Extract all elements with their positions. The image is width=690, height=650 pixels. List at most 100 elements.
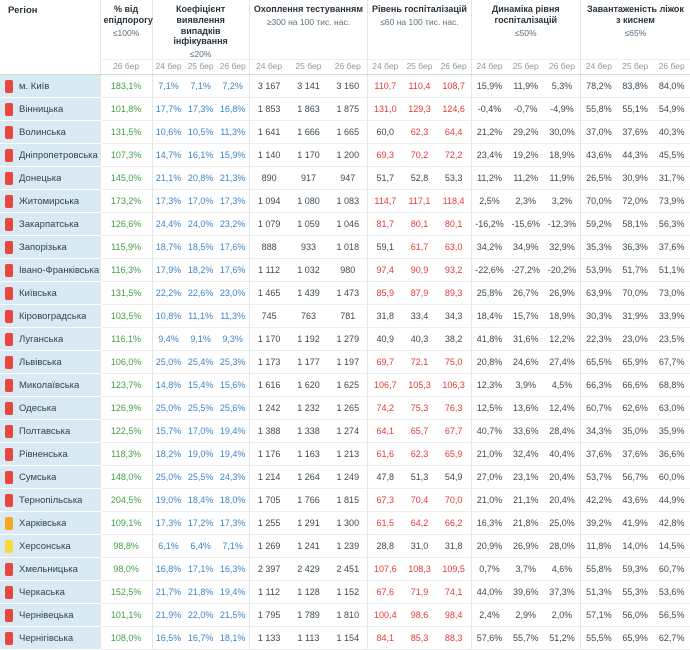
region-cell[interactable]: Київська <box>0 281 101 306</box>
hospitalization-dynamics-value: 23,4% <box>470 143 508 168</box>
hospitalization-value: 51,7 <box>367 166 403 191</box>
region-cell[interactable]: Дніпропетровська <box>0 143 101 168</box>
region-cell[interactable]: Львівська <box>0 350 101 375</box>
region-name: Дніпропетровська <box>19 149 98 161</box>
region-name: Волинська <box>19 126 66 138</box>
epid-value: 118,3% <box>99 442 153 467</box>
testing-value: 1 128 <box>288 580 329 605</box>
alert-level-indicator <box>5 79 13 93</box>
detection-value: 17,9% <box>151 258 185 283</box>
region-name: Чернігівська <box>19 632 74 644</box>
alert-level-indicator <box>5 401 13 415</box>
region-cell[interactable]: Чернівецька <box>0 603 101 628</box>
hospitalization-value: 33,4 <box>402 304 437 329</box>
table-header: Регіон % від епідпорогу ≤100% Коефіцієнт в… <box>0 0 690 76</box>
region-cell[interactable]: Миколаївська <box>0 373 101 398</box>
detection-value: 21,3% <box>216 166 250 191</box>
testing-value: 1 113 <box>288 626 329 650</box>
hospitalization-value: 110,4 <box>402 74 437 99</box>
hospitalization-dynamics-value: 20,9% <box>470 534 508 559</box>
detection-value: 18,4% <box>184 488 217 513</box>
oxygen-beds-load-value: 35,9% <box>653 419 690 444</box>
region-name: Вінницька <box>19 103 64 115</box>
detection-value: 17,7% <box>151 97 185 122</box>
region-cell[interactable]: Закарпатська <box>0 212 101 237</box>
epid-value: 126,6% <box>99 212 153 237</box>
oxygen-beds-load-value: 55,5% <box>579 626 617 650</box>
oxygen-beds-load-value: 62,7% <box>653 626 690 650</box>
region-cell[interactable]: Харківська <box>0 511 101 536</box>
hospitalization-value: 66,2 <box>436 511 472 536</box>
hospitalization-dynamics-value: 40,7% <box>470 419 508 444</box>
oxygen-beds-load-value: 70,0% <box>616 281 654 306</box>
region-cell[interactable]: Тернопільська <box>0 488 101 513</box>
region-cell[interactable]: м. Київ <box>0 74 101 99</box>
region-cell[interactable]: Вінницька <box>0 97 101 122</box>
testing-value: 1 241 <box>288 534 329 559</box>
region-cell[interactable]: Херсонська <box>0 534 101 559</box>
hospitalization-value: 65,7 <box>402 419 437 444</box>
hospitalization-value: 40,9 <box>367 327 403 352</box>
oxygen-beds-load-value: 11,8% <box>579 534 617 559</box>
region-name: Кіровоградська <box>19 310 87 322</box>
region-row: Запорізька 115,9% 18,7% 18,5% 17,6% 888 933 1 0… <box>0 235 690 260</box>
region-cell[interactable]: Полтавська <box>0 419 101 444</box>
testing-value: 1 274 <box>328 419 368 444</box>
region-cell[interactable]: Запорізька <box>0 235 101 260</box>
detection-value: 23,2% <box>216 212 250 237</box>
region-cell[interactable]: Одеська <box>0 396 101 421</box>
hospitalization-dynamics-value: 4,6% <box>543 557 581 582</box>
region-row: Одеська 126,9% 25,0% 25,5% 25,6% 1 242 1 232 1 … <box>0 396 690 421</box>
alert-level-indicator <box>5 562 13 576</box>
testing-value: 1 264 <box>288 465 329 490</box>
hospitalization-dynamics-value: 29,2% <box>507 120 544 145</box>
oxygen-beds-load-value: 73,9% <box>653 189 690 214</box>
hospitalization-value: 53,3 <box>436 166 472 191</box>
alert-level-indicator <box>5 378 13 392</box>
testing-value: 1 249 <box>328 465 368 490</box>
hospitalization-dynamics-value: 25,8% <box>470 281 508 306</box>
hospitalization-dynamics-value: 3,7% <box>507 557 544 582</box>
alert-level-indicator <box>5 608 13 622</box>
alert-level-indicator <box>5 171 13 185</box>
region-cell[interactable]: Хмельницька <box>0 557 101 582</box>
epid-value: 103,5% <box>99 304 153 329</box>
region-cell[interactable]: Сумська <box>0 465 101 490</box>
region-cell[interactable]: Черкаська <box>0 580 101 605</box>
hospitalization-value: 89,3 <box>436 281 472 306</box>
testing-value: 1 112 <box>248 580 289 605</box>
region-row: Рівненська 118,3% 18,2% 19,0% 19,4% 1 176 1 16… <box>0 442 690 467</box>
region-cell[interactable]: Івано-Франківська <box>0 258 101 283</box>
hospitalization-dynamics-value: 20,4% <box>543 488 581 513</box>
hospitalization-dynamics-value: 12,3% <box>470 373 508 398</box>
detection-value: 18,1% <box>216 626 250 650</box>
oxygen-beds-load-value: 23,0% <box>616 327 654 352</box>
region-cell[interactable]: Рівненська <box>0 442 101 467</box>
oxygen-beds-load-value: 65,5% <box>579 350 617 375</box>
oxygen-beds-load-value: 43,6% <box>616 488 654 513</box>
region-cell[interactable]: Донецька <box>0 166 101 191</box>
region-cell[interactable]: Кіровоградська <box>0 304 101 329</box>
testing-value: 1 079 <box>248 212 289 237</box>
detection-value: 17,6% <box>216 235 250 260</box>
hospitalization-value: 64,1 <box>367 419 403 444</box>
metric-group-title: % від епідпорогу <box>103 4 153 25</box>
hospitalization-value: 69,7 <box>367 350 403 375</box>
region-row: Чернігівська 108,0% 16,5% 16,7% 18,1% 1 133 1 … <box>0 626 690 650</box>
epid-value: 131,5% <box>99 120 153 145</box>
hospitalization-value: 59,1 <box>367 235 403 260</box>
detection-value: 10,8% <box>151 304 185 329</box>
region-cell[interactable]: Житомирська <box>0 189 101 214</box>
hospitalization-value: 67,3 <box>367 488 403 513</box>
region-cell[interactable]: Луганська <box>0 327 101 352</box>
region-cell[interactable]: Чернігівська <box>0 626 101 650</box>
testing-value: 1 239 <box>328 534 368 559</box>
hospitalization-value: 67,6 <box>367 580 403 605</box>
testing-value: 1 232 <box>288 396 329 421</box>
region-cell[interactable]: Волинська <box>0 120 101 145</box>
oxygen-beds-load-value: 34,3% <box>579 419 617 444</box>
testing-value: 890 <box>248 166 289 191</box>
testing-value: 2 451 <box>328 557 368 582</box>
detection-value: 18,5% <box>184 235 217 260</box>
hospitalization-dynamics-value: 44,0% <box>470 580 508 605</box>
